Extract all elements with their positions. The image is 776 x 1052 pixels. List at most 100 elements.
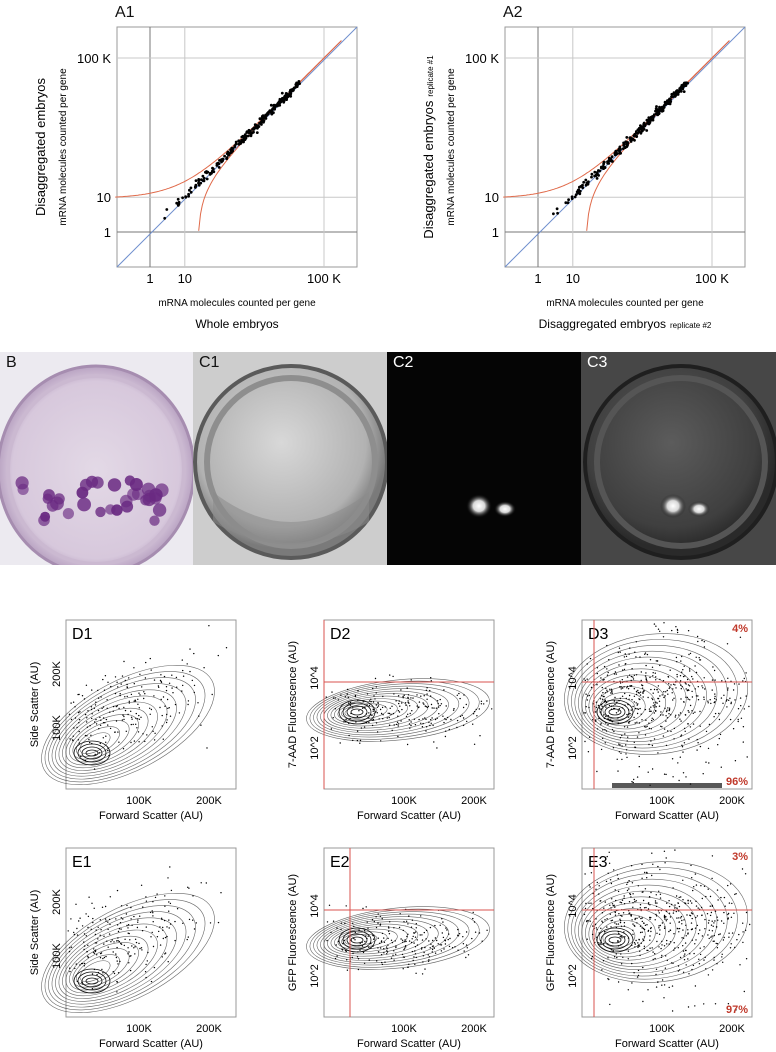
data-point — [215, 164, 219, 167]
event-dot — [478, 932, 481, 934]
y-axis-label: 7-AAD Fluorescence (AU) — [545, 641, 557, 768]
event-dot — [389, 707, 391, 709]
event-dot — [746, 756, 748, 758]
event-dot — [668, 713, 670, 715]
data-point — [197, 178, 201, 181]
event-dot — [634, 946, 636, 948]
event-dot — [661, 954, 663, 957]
event-dot — [627, 989, 629, 991]
event-dot — [139, 673, 141, 675]
event-dot — [366, 704, 368, 706]
event-dot — [655, 913, 657, 916]
data-point — [241, 134, 245, 138]
data-point — [679, 90, 683, 93]
event-dot — [116, 705, 119, 707]
event-dot — [682, 669, 684, 671]
event-dot — [680, 660, 682, 662]
event-dot — [86, 717, 88, 719]
data-point — [200, 178, 203, 182]
event-dot — [475, 708, 477, 711]
contour-line — [51, 911, 187, 1005]
event-dot — [395, 945, 397, 947]
event-dot — [712, 666, 714, 668]
event-dot — [607, 724, 609, 726]
event-dot — [618, 700, 620, 702]
event-dot — [727, 918, 729, 920]
event-dot — [109, 711, 111, 713]
event-dot — [119, 694, 121, 697]
event-dot — [692, 712, 694, 714]
event-dot — [136, 926, 139, 929]
event-dot — [686, 914, 688, 916]
event-dot — [94, 753, 96, 756]
event-dot — [688, 653, 690, 656]
event-dot — [714, 920, 716, 922]
event-dot — [400, 720, 402, 722]
event-dot — [337, 699, 340, 701]
event-dot — [112, 705, 115, 708]
event-dot — [149, 911, 152, 914]
event-dot — [125, 913, 128, 915]
event-dot — [120, 917, 123, 919]
event-dot — [427, 954, 429, 956]
event-dot — [198, 715, 200, 717]
event-dot — [640, 713, 642, 715]
event-dot — [703, 696, 705, 698]
event-dot — [697, 699, 700, 701]
event-dot — [660, 725, 662, 727]
image-panel-C1: C1 — [193, 352, 387, 565]
event-dot — [694, 1005, 696, 1007]
event-dot — [701, 935, 704, 937]
event-dot — [727, 1003, 730, 1005]
contour-line — [323, 918, 439, 959]
event-dot — [366, 937, 368, 940]
event-dot — [634, 707, 637, 710]
event-dot — [624, 704, 626, 706]
event-dot — [646, 653, 649, 656]
event-dot — [112, 951, 114, 953]
event-dot — [639, 694, 642, 696]
event-dot — [610, 708, 613, 710]
event-dot — [627, 881, 629, 884]
event-dot — [480, 703, 483, 705]
event-dot — [366, 921, 368, 923]
data-point — [237, 139, 241, 143]
event-dot — [719, 933, 721, 935]
event-dot — [627, 937, 630, 939]
event-dot — [613, 673, 616, 675]
event-dot — [651, 768, 654, 770]
event-dot — [678, 931, 680, 933]
event-dot — [404, 941, 406, 943]
event-dot — [676, 661, 678, 663]
event-dot — [699, 659, 702, 661]
event-dot — [637, 974, 640, 977]
event-dot — [649, 939, 651, 941]
event-dot — [654, 919, 656, 921]
event-dot — [621, 915, 623, 917]
event-dot — [617, 923, 620, 925]
event-dot — [381, 961, 383, 964]
event-dot — [708, 929, 710, 931]
event-dot — [383, 941, 386, 943]
event-dot — [430, 677, 432, 679]
y-tick-label: 100 K — [77, 51, 111, 66]
event-dot — [623, 895, 625, 897]
contour-line — [65, 935, 149, 994]
y-tick-label: 10^2 — [309, 964, 321, 988]
event-dot — [102, 678, 104, 681]
contour-line — [51, 683, 187, 777]
event-dot — [349, 704, 352, 706]
event-dot — [714, 910, 717, 912]
event-dot — [142, 733, 144, 735]
event-dot — [356, 715, 359, 718]
event-dot — [708, 723, 711, 726]
x-tick-label: 100 K — [307, 271, 341, 286]
event-dot — [86, 721, 88, 723]
data-point — [651, 116, 655, 120]
event-dot — [422, 961, 424, 963]
event-dot — [409, 727, 411, 729]
event-dot — [145, 963, 147, 966]
event-dot — [362, 907, 364, 910]
event-dot — [326, 921, 329, 923]
